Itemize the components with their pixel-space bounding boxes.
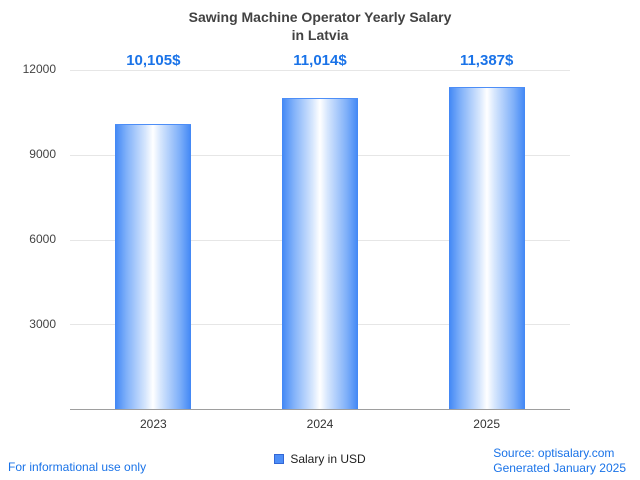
source-block: Source: optisalary.com Generated January…	[493, 446, 626, 476]
bar-2025[interactable]	[448, 87, 525, 409]
chart-title-line2: in Latvia	[291, 27, 349, 43]
legend-label: Salary in USD	[290, 452, 366, 466]
y-tick-label: 3000	[29, 317, 56, 331]
bar-2024[interactable]	[282, 97, 358, 409]
legend-swatch-icon	[274, 454, 285, 464]
disclaimer-text: For informational use only	[8, 460, 147, 474]
legend: Salary in USD	[0, 452, 640, 466]
plot-area	[70, 70, 570, 410]
generated-date: Generated January 2025	[493, 461, 626, 475]
x-tick-label: 2025	[473, 417, 500, 431]
chart-title-line1: Sawing Machine Operator Yearly Salary	[188, 9, 452, 25]
bar-value-label: 11,014$	[293, 52, 347, 69]
y-tick-label: 9000	[29, 147, 56, 161]
bar-value-label: 11,387$	[459, 52, 514, 69]
x-tick-label: 2023	[139, 417, 167, 431]
chart-title: Sawing Machine Operator Yearly Salary in…	[0, 8, 640, 44]
bar-value-label: 10,105$	[126, 52, 181, 69]
x-tick-label: 2024	[306, 417, 334, 431]
y-tick-label: 6000	[29, 232, 56, 246]
y-tick-label: 12000	[22, 62, 56, 76]
x-axis: 2023 2024 2025	[70, 417, 570, 433]
bar-2023[interactable]	[115, 123, 192, 409]
source-link[interactable]: Source: optisalary.com	[493, 446, 615, 460]
y-axis: 3000 6000 9000 12000	[0, 62, 62, 410]
bar-value-labels-row: 10,105$ 11,014$ 11,387$	[70, 52, 570, 70]
gridline	[70, 70, 570, 71]
